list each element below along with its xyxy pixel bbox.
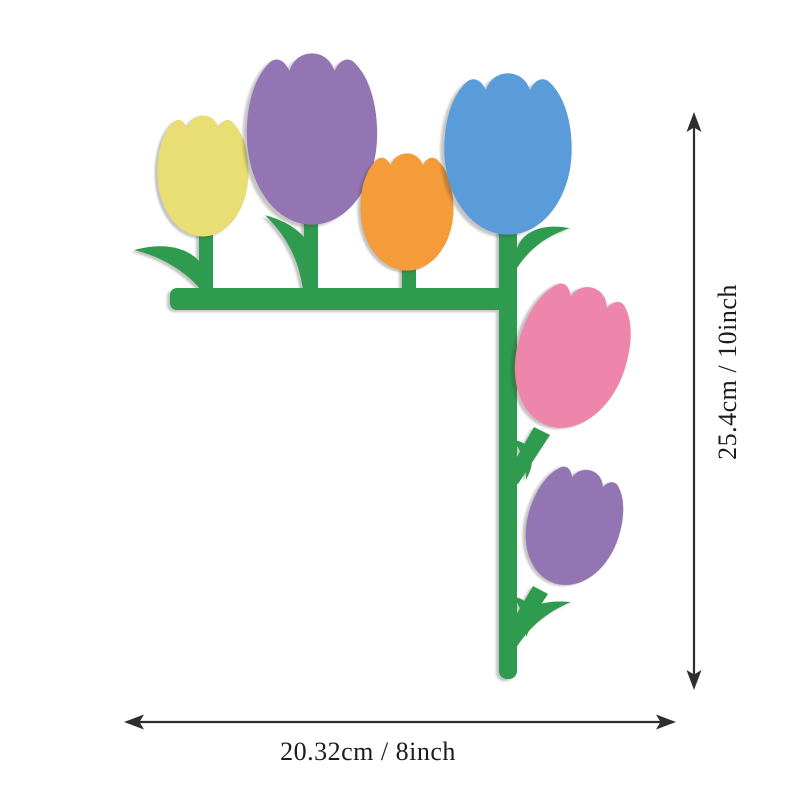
- width-arrow-right-icon: [656, 714, 676, 730]
- height-arrow-down-icon: [686, 670, 702, 690]
- width-dimension-label: 20.32cm / 8inch: [280, 737, 456, 766]
- pink-tulip: [496, 271, 646, 443]
- orange-tulip: [360, 153, 454, 271]
- yellow-tulip: [157, 115, 249, 237]
- horizontal-branch: [170, 288, 517, 310]
- width-dimension: 20.32cm / 8inch: [124, 714, 676, 766]
- height-arrow-up-icon: [686, 112, 702, 132]
- blue-tulip: [444, 73, 572, 235]
- width-arrow-left-icon: [124, 714, 144, 730]
- height-dimension-label: 25.4cm / 10inch: [713, 284, 742, 460]
- large-purple-tulip: [246, 53, 378, 225]
- small-purple-tulip: [510, 456, 636, 598]
- stem-structure: [134, 203, 571, 679]
- orange-tulip-stem: [402, 268, 416, 294]
- vertical-stem: [499, 225, 517, 679]
- height-dimension: 25.4cm / 10inch: [686, 112, 742, 690]
